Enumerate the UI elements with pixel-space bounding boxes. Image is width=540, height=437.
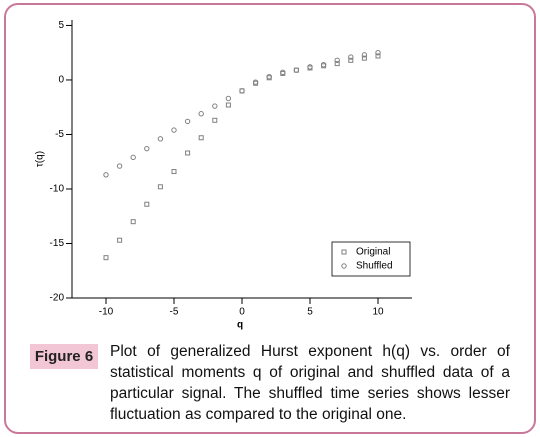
data-point — [171, 169, 177, 175]
data-point — [198, 111, 204, 117]
data-point — [144, 145, 150, 152]
data-point — [252, 79, 259, 85]
data-point — [212, 117, 218, 123]
data-point — [266, 73, 272, 80]
data-point — [280, 69, 286, 76]
data-point — [198, 135, 204, 141]
data-point — [307, 64, 313, 70]
legend-marker — [341, 249, 347, 255]
data-point — [117, 237, 123, 243]
x-tick-label: -5 — [170, 307, 179, 318]
data-point — [184, 118, 191, 125]
data-point — [361, 52, 368, 58]
y-tick-label: -5 — [55, 129, 64, 140]
y-tick-label: -10 — [50, 184, 65, 195]
x-axis-label: q — [237, 320, 243, 331]
data-point — [144, 201, 150, 207]
data-point — [185, 150, 191, 156]
data-point — [130, 219, 136, 225]
legend-box — [331, 241, 411, 277]
data-point — [225, 102, 231, 108]
data-point — [375, 50, 381, 56]
data-point — [348, 57, 354, 63]
x-tick-label: -10 — [99, 307, 114, 318]
data-point — [103, 255, 109, 261]
data-point — [375, 53, 381, 59]
data-point — [212, 103, 218, 109]
data-point — [171, 127, 177, 133]
figure-frame — [4, 3, 536, 434]
legend-marker — [341, 263, 347, 269]
data-point — [239, 88, 245, 94]
data-point — [293, 67, 300, 73]
x-tick-label: 5 — [307, 307, 313, 318]
y-tick-label: 0 — [58, 75, 64, 86]
figure-caption: Plot of generalized Hurst exponent h(q) … — [110, 343, 510, 423]
data-point — [103, 172, 109, 178]
x-tick-label: 0 — [239, 307, 245, 318]
figure-label: Figure 6 — [30, 344, 98, 369]
y-axis-label: τ(q) — [35, 151, 46, 167]
legend-label: Shuffled — [356, 261, 393, 272]
data-point — [348, 54, 354, 60]
y-tick-label: -20 — [50, 293, 65, 304]
chart: -20 -15 -10 -5 0 5 -10 -5 0 5 10 q τ(q) Original Shuff… — [35, 20, 412, 331]
legend-label: Original — [356, 247, 390, 258]
data-point — [334, 57, 340, 64]
x-tick-label: 10 — [372, 307, 384, 318]
data-point — [334, 61, 340, 67]
data-point — [157, 184, 163, 190]
data-point — [320, 61, 327, 68]
y-tick-label: -15 — [50, 238, 65, 249]
data-point — [361, 55, 367, 61]
data-point — [116, 163, 123, 169]
data-point — [130, 154, 136, 161]
y-tick-label: 5 — [58, 20, 64, 31]
data-point — [225, 95, 232, 102]
data-point — [157, 136, 164, 142]
